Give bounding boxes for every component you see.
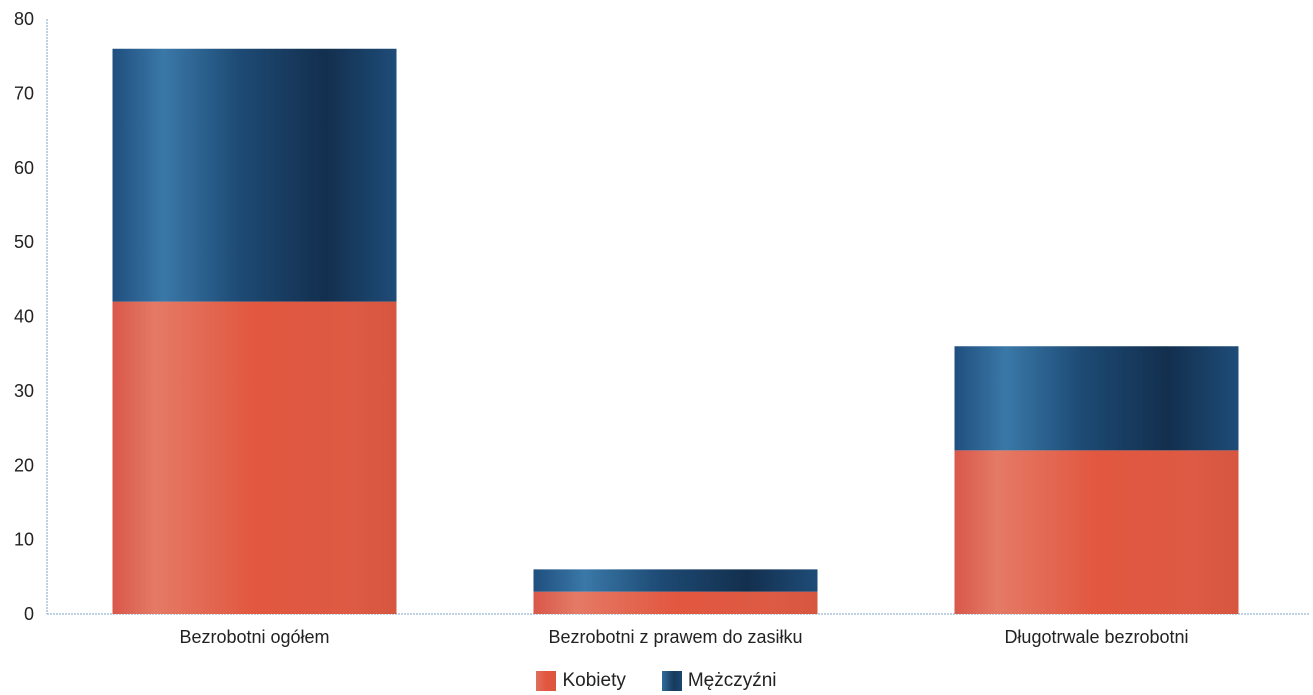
y-tick-label: 0 xyxy=(24,604,34,624)
labels: 0 10 20 30 40 50 60 70 80 Bezrobotni ogółem Bezrob… xyxy=(14,9,1189,647)
y-tick-label: 40 xyxy=(14,307,34,327)
bar-mezczyzni xyxy=(954,346,1239,451)
bar-kobiety xyxy=(954,450,1239,614)
legend-swatch-kobiety xyxy=(536,671,557,691)
y-tick-label: 80 xyxy=(14,9,34,29)
y-tick-label: 50 xyxy=(14,232,34,252)
bar-kobiety xyxy=(112,301,397,614)
bar-mezczyzni xyxy=(112,48,397,302)
x-category-label: Bezrobotni z prawem do zasiłku xyxy=(548,627,802,647)
y-tick-label: 20 xyxy=(14,455,34,475)
y-tick-label: 70 xyxy=(14,83,34,103)
legend-label-mezczyzni: Mężczyźni xyxy=(687,670,777,691)
legend: Kobiety Mężczyźni xyxy=(0,668,1313,694)
legend-label-kobiety: Kobiety xyxy=(562,670,626,691)
y-tick-label: 30 xyxy=(14,381,34,401)
y-tick-label: 10 xyxy=(14,530,34,550)
legend-item-mezczyzni: Mężczyźni xyxy=(661,670,777,692)
bar-mezczyzni xyxy=(533,569,818,592)
bar-kobiety xyxy=(533,591,818,614)
bars xyxy=(112,48,1239,614)
x-category-label: Bezrobotni ogółem xyxy=(179,627,329,647)
legend-swatch-mezczyzni xyxy=(661,671,682,691)
x-category-label: Długotrwale bezrobotni xyxy=(1004,627,1188,647)
legend-item-kobiety: Kobiety xyxy=(536,670,626,692)
y-tick-label: 60 xyxy=(14,158,34,178)
